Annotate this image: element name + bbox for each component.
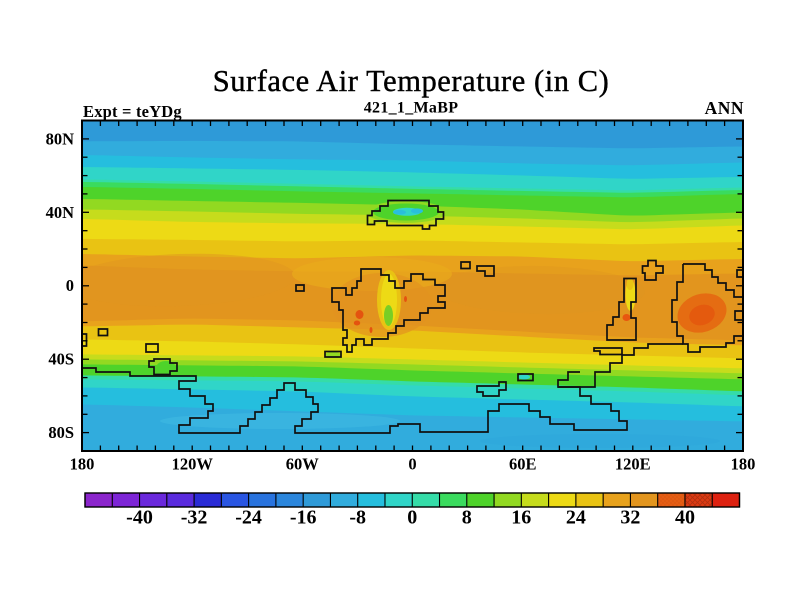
svg-text:80N: 80N xyxy=(46,129,75,148)
svg-text:-24: -24 xyxy=(235,507,262,529)
svg-text:ANN: ANN xyxy=(705,98,744,118)
svg-text:40N: 40N xyxy=(46,203,75,222)
svg-text:16: 16 xyxy=(511,507,531,529)
svg-text:40: 40 xyxy=(675,507,695,529)
svg-text:Expt = teYDg: Expt = teYDg xyxy=(83,102,182,121)
svg-text:0: 0 xyxy=(407,507,417,529)
svg-text:-16: -16 xyxy=(290,507,317,529)
svg-text:24: 24 xyxy=(566,507,586,529)
svg-text:40S: 40S xyxy=(48,350,74,369)
svg-text:60E: 60E xyxy=(509,455,537,474)
svg-text:80S: 80S xyxy=(48,423,74,442)
svg-text:-32: -32 xyxy=(181,507,208,529)
svg-text:120W: 120W xyxy=(172,455,214,474)
svg-text:60W: 60W xyxy=(286,455,320,474)
svg-text:-40: -40 xyxy=(126,507,153,529)
svg-text:120E: 120E xyxy=(615,455,651,474)
svg-text:32: 32 xyxy=(620,507,640,529)
svg-text:0: 0 xyxy=(408,455,416,474)
svg-text:8: 8 xyxy=(462,507,472,529)
svg-text:421_1_MaBP: 421_1_MaBP xyxy=(364,100,459,117)
svg-text:Surface Air Temperature (in C): Surface Air Temperature (in C) xyxy=(213,64,610,98)
svg-text:180: 180 xyxy=(70,455,95,474)
svg-text:-8: -8 xyxy=(349,507,366,529)
svg-text:0: 0 xyxy=(66,276,74,295)
svg-text:180: 180 xyxy=(731,455,756,474)
